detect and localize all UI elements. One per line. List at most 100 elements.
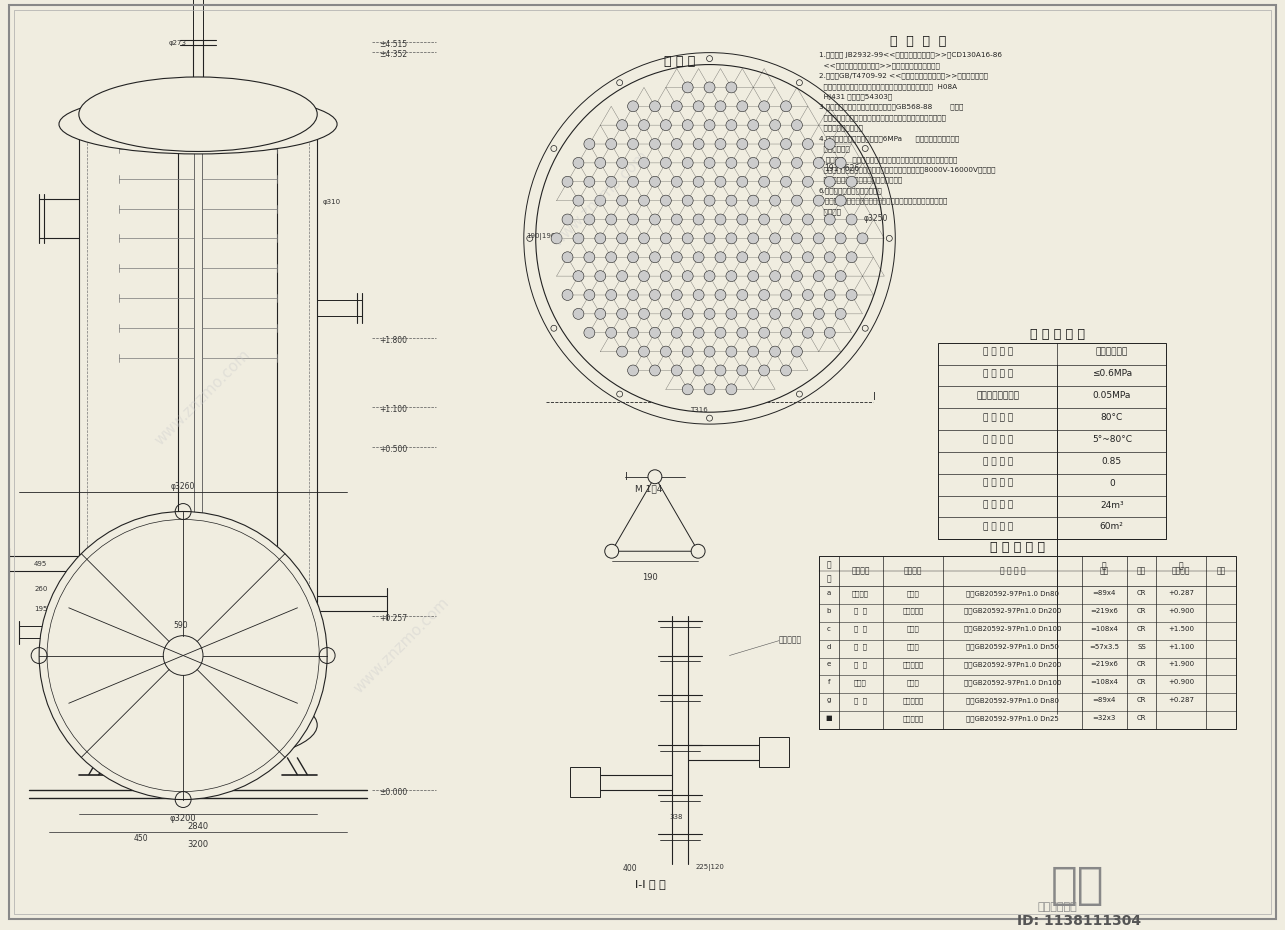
Text: 338: 338 (669, 815, 684, 820)
Text: 设 备 容 积: 设 备 容 积 (983, 500, 1013, 510)
Text: +0.500: +0.500 (379, 445, 407, 454)
Text: +1.800: +1.800 (379, 336, 407, 345)
Circle shape (846, 177, 857, 187)
Circle shape (671, 289, 682, 300)
Text: =219x6: =219x6 (1090, 661, 1118, 668)
Circle shape (583, 139, 595, 150)
Circle shape (671, 214, 682, 225)
Circle shape (562, 177, 573, 187)
Text: 191÷626: 191÷626 (824, 164, 858, 173)
Text: I: I (625, 472, 628, 482)
Circle shape (758, 327, 770, 339)
Circle shape (605, 177, 617, 187)
Circle shape (39, 512, 328, 800)
Circle shape (671, 252, 682, 262)
Text: CR: CR (1137, 661, 1146, 668)
Circle shape (770, 195, 780, 206)
Circle shape (824, 327, 835, 339)
Circle shape (824, 252, 835, 262)
Circle shape (736, 365, 748, 376)
Circle shape (726, 271, 736, 282)
Circle shape (736, 100, 748, 112)
Circle shape (835, 195, 846, 206)
Circle shape (704, 120, 714, 130)
Text: =108x4: =108x4 (1090, 680, 1118, 685)
Circle shape (649, 139, 660, 150)
Circle shape (605, 289, 617, 300)
Circle shape (617, 232, 627, 244)
Circle shape (671, 177, 682, 187)
Text: 590: 590 (173, 620, 188, 630)
Bar (571, 766, 600, 797)
Text: 备注: 备注 (1217, 566, 1226, 575)
Circle shape (660, 232, 671, 244)
Text: 0.85: 0.85 (1101, 457, 1122, 466)
Circle shape (583, 252, 595, 262)
Text: SS: SS (1137, 644, 1146, 650)
Circle shape (639, 232, 649, 244)
Text: I-I 视 图: I-I 视 图 (635, 879, 666, 889)
Text: 0: 0 (1109, 479, 1114, 487)
Text: 法兰GB20592-97Pn1.0 Dn100: 法兰GB20592-97Pn1.0 Dn100 (964, 626, 1061, 632)
Circle shape (714, 289, 726, 300)
Circle shape (693, 252, 704, 262)
Circle shape (649, 177, 660, 187)
Circle shape (780, 252, 792, 262)
Circle shape (802, 327, 813, 339)
Circle shape (704, 82, 714, 93)
Circle shape (780, 100, 792, 112)
Text: +0.900: +0.900 (1168, 608, 1194, 614)
Circle shape (660, 309, 671, 319)
Text: 法兰GB20592-97Pn1.0 Dn80: 法兰GB20592-97Pn1.0 Dn80 (966, 590, 1059, 596)
Text: 24m³: 24m³ (1100, 500, 1123, 510)
Text: 技 术 特 性 表: 技 术 特 性 表 (1029, 327, 1085, 340)
Circle shape (627, 100, 639, 112)
Text: =57x3.5: =57x3.5 (1088, 644, 1119, 650)
Circle shape (704, 271, 714, 282)
Circle shape (758, 289, 770, 300)
Circle shape (846, 214, 857, 225)
Circle shape (605, 252, 617, 262)
Text: 工 作 温 度: 工 作 温 度 (983, 435, 1013, 444)
Circle shape (736, 177, 748, 187)
Circle shape (595, 157, 605, 168)
Bar (819, 556, 1236, 729)
Ellipse shape (78, 77, 317, 152)
Circle shape (736, 289, 748, 300)
Circle shape (660, 120, 671, 130)
Circle shape (649, 252, 660, 262)
Text: 排气口: 排气口 (907, 644, 920, 650)
Circle shape (758, 139, 770, 150)
Circle shape (627, 365, 639, 376)
Circle shape (693, 327, 704, 339)
Text: =89x4: =89x4 (1092, 590, 1115, 596)
Text: 3200: 3200 (188, 841, 208, 849)
Text: I: I (874, 392, 876, 403)
Circle shape (714, 177, 726, 187)
Text: 法兰GB20592-97Pn1.0 Dn25: 法兰GB20592-97Pn1.0 Dn25 (966, 715, 1059, 722)
Text: 6.管口方位及尺寸按本管视图；: 6.管口方位及尺寸按本管视图； (819, 187, 883, 193)
Circle shape (573, 271, 583, 282)
Circle shape (617, 346, 627, 357)
Text: 法兰GB20592-97Pn1.0 Dn100: 法兰GB20592-97Pn1.0 Dn100 (964, 680, 1061, 686)
Text: 子: 子 (1180, 561, 1183, 570)
Text: ■: ■ (825, 715, 833, 721)
Text: 80°C: 80°C (1101, 413, 1123, 422)
Circle shape (780, 365, 792, 376)
Text: 低级压力容器: 低级压力容器 (1096, 348, 1128, 356)
Text: 60m²: 60m² (1100, 523, 1124, 531)
Text: HJ431 组合采用54303；: HJ431 组合采用54303； (819, 93, 892, 100)
Circle shape (693, 214, 704, 225)
Text: CR: CR (1137, 608, 1146, 614)
Text: d: d (826, 644, 831, 650)
Text: +0.287: +0.287 (1168, 698, 1194, 703)
Text: www.znzmo.com: www.znzmo.com (153, 347, 253, 448)
Circle shape (748, 271, 758, 282)
Circle shape (562, 289, 573, 300)
Text: 废  水: 废 水 (855, 698, 867, 704)
Circle shape (671, 139, 682, 150)
Circle shape (748, 195, 758, 206)
Circle shape (551, 232, 562, 244)
Text: 焊 缝 系 数: 焊 缝 系 数 (983, 457, 1013, 466)
Text: c: c (826, 626, 830, 631)
